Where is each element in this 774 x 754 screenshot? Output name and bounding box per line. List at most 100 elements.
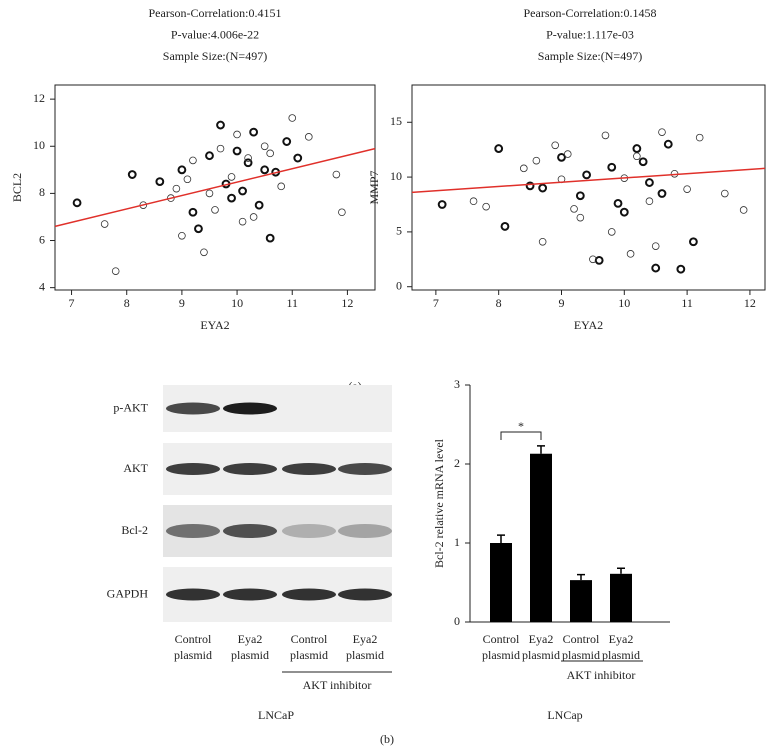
x-tick-label: 10 bbox=[618, 296, 630, 310]
y-axis-label: MMP7 bbox=[367, 170, 381, 204]
category-label: Control plasmid bbox=[562, 632, 600, 662]
blot-band bbox=[166, 524, 220, 538]
point bbox=[607, 228, 616, 236]
y-tick-label: 2 bbox=[454, 456, 460, 470]
chart-title: Sample Size:(N=497) bbox=[538, 49, 642, 63]
point bbox=[254, 200, 264, 210]
point bbox=[238, 217, 247, 226]
point bbox=[260, 165, 270, 175]
point bbox=[683, 185, 691, 193]
point bbox=[619, 207, 629, 217]
error-bar bbox=[537, 445, 545, 454]
point bbox=[582, 170, 592, 180]
point bbox=[188, 207, 198, 217]
point bbox=[482, 202, 490, 211]
error-bar bbox=[577, 573, 585, 581]
y-tick-label: 0 bbox=[396, 278, 402, 292]
point bbox=[293, 153, 303, 163]
category-label: Eya2 plasmid bbox=[231, 632, 269, 662]
point bbox=[72, 198, 82, 208]
point bbox=[233, 130, 241, 139]
y-tick-label: 15 bbox=[390, 114, 402, 128]
point bbox=[277, 182, 286, 191]
x-axis-label: LNCap bbox=[547, 708, 582, 722]
category-line: Eya2 bbox=[529, 632, 554, 646]
error-bar bbox=[497, 534, 505, 543]
point bbox=[177, 165, 187, 175]
y-tick-label: 4 bbox=[39, 279, 45, 293]
point bbox=[658, 128, 666, 136]
group-label: AKT inhibitor bbox=[567, 668, 636, 682]
point bbox=[243, 158, 253, 168]
point bbox=[155, 177, 165, 187]
point bbox=[532, 156, 541, 165]
point bbox=[525, 181, 535, 191]
point bbox=[238, 186, 247, 196]
category-line: plasmid bbox=[174, 648, 212, 662]
point bbox=[695, 133, 704, 142]
point bbox=[211, 206, 219, 214]
point bbox=[645, 197, 654, 206]
point bbox=[613, 198, 623, 208]
bar bbox=[490, 543, 512, 622]
category-label: Control plasmid bbox=[290, 632, 328, 662]
y-tick-label: 8 bbox=[39, 185, 45, 199]
blot-band bbox=[338, 463, 392, 475]
category-line: plasmid bbox=[290, 648, 328, 662]
point bbox=[172, 184, 181, 193]
point bbox=[576, 213, 585, 222]
point bbox=[244, 154, 252, 162]
point bbox=[494, 144, 504, 153]
chart-title: Pearson-Correlation:0.4151 bbox=[149, 6, 282, 20]
point bbox=[205, 189, 214, 198]
group-label: AKT inhibitor bbox=[303, 678, 372, 692]
category-line: Eya2 bbox=[238, 632, 263, 646]
y-tick-label: 10 bbox=[33, 138, 45, 152]
blot-row-label: p-AKT bbox=[113, 400, 148, 414]
x-tick-label: 9 bbox=[179, 296, 185, 310]
point bbox=[563, 150, 572, 158]
blot-row-label: AKT bbox=[123, 461, 148, 475]
point bbox=[469, 197, 478, 206]
point bbox=[205, 151, 214, 161]
point bbox=[651, 263, 661, 273]
category-line: Eya2 bbox=[609, 632, 634, 646]
point bbox=[200, 248, 208, 257]
x-axis-label: EYA2 bbox=[574, 318, 603, 332]
error-bar bbox=[617, 567, 625, 574]
x-tick-label: 7 bbox=[69, 296, 75, 310]
point bbox=[266, 149, 274, 158]
category-line: plasmid bbox=[522, 648, 560, 662]
y-tick-label: 10 bbox=[390, 169, 402, 183]
point bbox=[265, 233, 275, 243]
point bbox=[657, 189, 667, 198]
category-line: plasmid bbox=[602, 648, 640, 662]
point bbox=[227, 193, 236, 203]
x-axis-label: EYA2 bbox=[200, 318, 229, 332]
x-tick-label: 8 bbox=[496, 296, 502, 310]
point bbox=[520, 164, 528, 173]
plot-frame bbox=[411, 84, 766, 291]
point bbox=[249, 127, 259, 137]
x-tick-label: 11 bbox=[681, 296, 693, 310]
blot-band bbox=[166, 402, 220, 415]
point bbox=[589, 255, 597, 264]
point bbox=[216, 144, 225, 153]
x-tick-label: 11 bbox=[286, 296, 298, 310]
y-tick-label: 3 bbox=[454, 377, 460, 391]
category-line: Control bbox=[483, 632, 520, 646]
category-label: Eya2 plasmid bbox=[602, 632, 640, 662]
y-tick-label: 1 bbox=[454, 535, 460, 549]
point bbox=[332, 170, 341, 179]
point bbox=[557, 152, 566, 162]
point bbox=[575, 191, 585, 201]
category-line: Control bbox=[175, 632, 212, 646]
chart-title: Pearson-Correlation:0.1458 bbox=[524, 6, 657, 20]
significance-bracket bbox=[500, 431, 542, 440]
bar bbox=[610, 573, 632, 622]
blot-band bbox=[282, 588, 336, 601]
chart-title: P-value:4.006e-22 bbox=[171, 27, 259, 41]
point bbox=[183, 175, 192, 184]
point bbox=[232, 146, 242, 156]
point bbox=[632, 144, 642, 153]
